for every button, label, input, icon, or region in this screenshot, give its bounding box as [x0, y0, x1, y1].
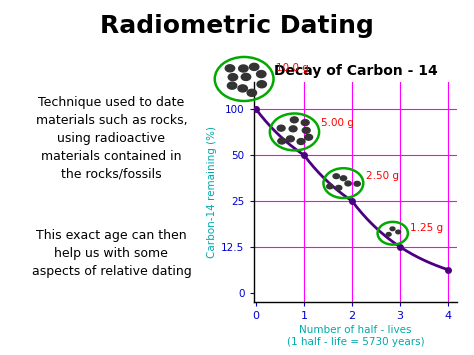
- Point: [300, 152, 308, 158]
- Text: 5.00 g: 5.00 g: [321, 118, 355, 128]
- Point: [444, 267, 452, 273]
- Text: Radiometric Dating: Radiometric Dating: [100, 14, 374, 38]
- Title: Decay of Carbon - 14: Decay of Carbon - 14: [273, 64, 438, 78]
- Point: [252, 106, 260, 112]
- Text: Technique used to date
materials such as rocks,
using radioactive
materials cont: Technique used to date materials such as…: [36, 96, 187, 181]
- Text: 10.0 g: 10.0 g: [276, 63, 309, 73]
- Text: 2.50 g: 2.50 g: [365, 171, 399, 181]
- Point: [396, 244, 404, 250]
- Text: 1.25 g: 1.25 g: [410, 223, 443, 233]
- X-axis label: Number of half - lives
(1 half - life = 5730 years): Number of half - lives (1 half - life = …: [287, 325, 424, 346]
- Y-axis label: Carbon-14 remaining (%): Carbon-14 remaining (%): [207, 126, 217, 258]
- Point: [348, 198, 356, 204]
- Text: This exact age can then
help us with some
aspects of relative dating: This exact age can then help us with som…: [31, 229, 191, 278]
